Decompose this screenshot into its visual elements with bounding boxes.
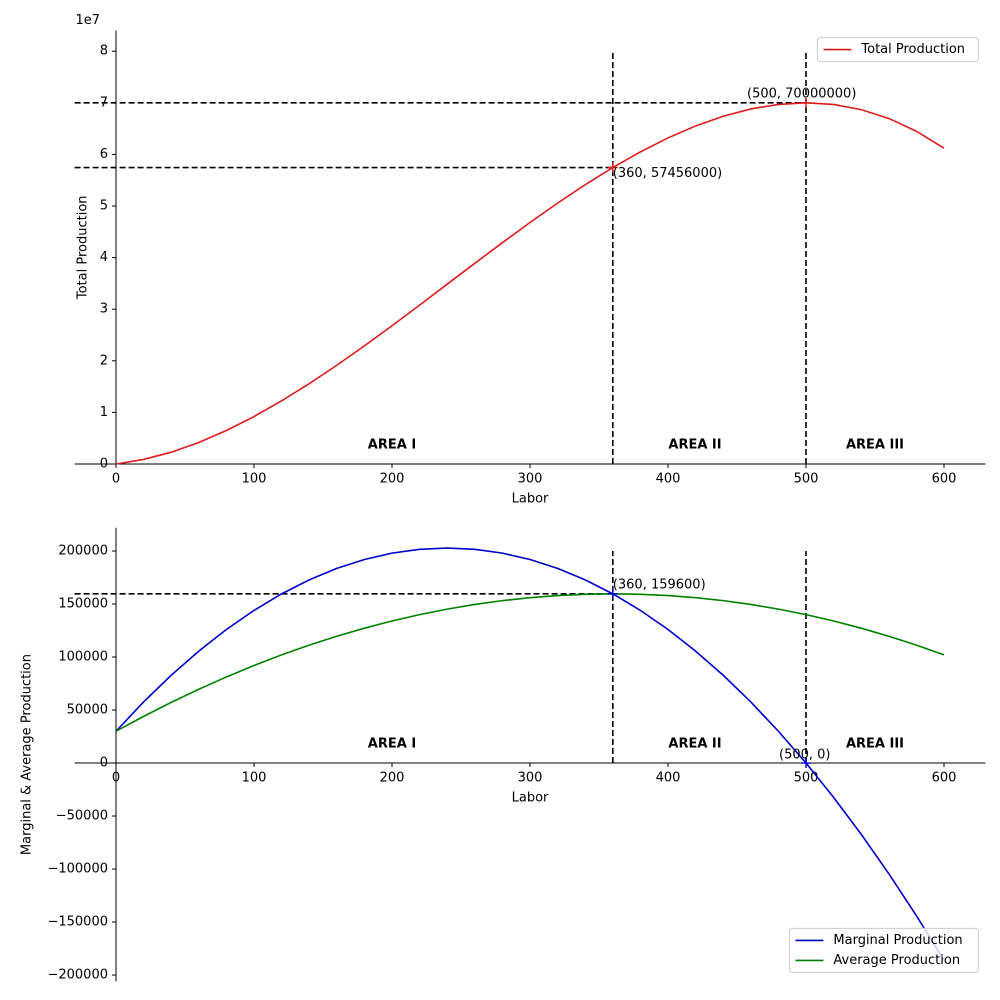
annotation: (360, 159600) — [613, 577, 706, 592]
x-tick-label: 200 — [380, 472, 405, 487]
annotation-marker — [801, 97, 811, 108]
legend-label: Marginal Production — [833, 933, 962, 948]
area-label: AREA II — [668, 438, 721, 453]
y-tick-label: −200000 — [47, 968, 108, 983]
x-tick-label: 0 — [112, 472, 120, 487]
y-tick-label: 200000 — [58, 544, 108, 559]
annotation: (360, 57456000) — [613, 166, 722, 181]
area-label: AREA III — [846, 438, 904, 453]
x-tick-label: 300 — [518, 771, 543, 786]
x-tick-label: 500 — [794, 472, 819, 487]
x-tick-label: 600 — [932, 472, 957, 487]
annotation-marker — [607, 588, 618, 599]
y-tick-label: 100000 — [58, 650, 108, 665]
annotation-marker — [607, 162, 618, 173]
y-tick-label: −50000 — [56, 809, 108, 824]
annotation-marker — [801, 758, 811, 769]
y-tick-label: 8 — [100, 44, 108, 59]
x-tick-label: 500 — [794, 771, 819, 786]
x-axis-label: Labor — [512, 492, 549, 507]
x-tick-label: 200 — [380, 771, 405, 786]
legend-box — [816, 37, 979, 63]
x-tick-label: 0 — [112, 771, 120, 786]
x-tick-label: 100 — [242, 472, 267, 487]
x-tick-label: 100 — [242, 771, 267, 786]
y-tick-label: 5 — [100, 199, 108, 214]
x-tick-label: 400 — [656, 472, 681, 487]
x-axis-label: Labor — [512, 791, 549, 806]
y-tick-label: 50000 — [67, 703, 108, 718]
y-axis-label: Marginal & Average Production — [20, 654, 35, 855]
area-label: AREA I — [368, 737, 416, 752]
x-tick-label: 600 — [932, 771, 957, 786]
annotation: (500, 0) — [779, 748, 831, 763]
x-tick-label: 300 — [518, 472, 543, 487]
y-tick-label: −150000 — [47, 915, 108, 930]
area-label: AREA III — [846, 737, 904, 752]
legend-label: Total Production — [860, 42, 965, 57]
y-tick-label: 150000 — [58, 597, 108, 612]
y-tick-label: 4 — [100, 250, 108, 265]
legend-box — [788, 927, 979, 973]
y-tick-label: 0 — [100, 457, 108, 472]
y-tick-label: 3 — [100, 302, 108, 317]
y-tick-label: 1 — [100, 405, 108, 420]
area-label: AREA II — [668, 737, 721, 752]
series-line — [115, 102, 945, 465]
area-label: AREA I — [368, 438, 416, 453]
y-offset-text: 1e7 — [75, 13, 100, 28]
y-tick-label: 2 — [100, 353, 108, 368]
y-tick-label: 6 — [100, 147, 108, 162]
y-axis-label: Total Production — [76, 195, 91, 300]
annotation: (500, 70000000) — [747, 86, 856, 101]
series-line — [115, 593, 945, 732]
y-tick-label: −100000 — [47, 862, 108, 877]
x-tick-label: 400 — [656, 771, 681, 786]
legend-label: Average Production — [833, 953, 960, 968]
y-tick-label: 0 — [100, 756, 108, 771]
